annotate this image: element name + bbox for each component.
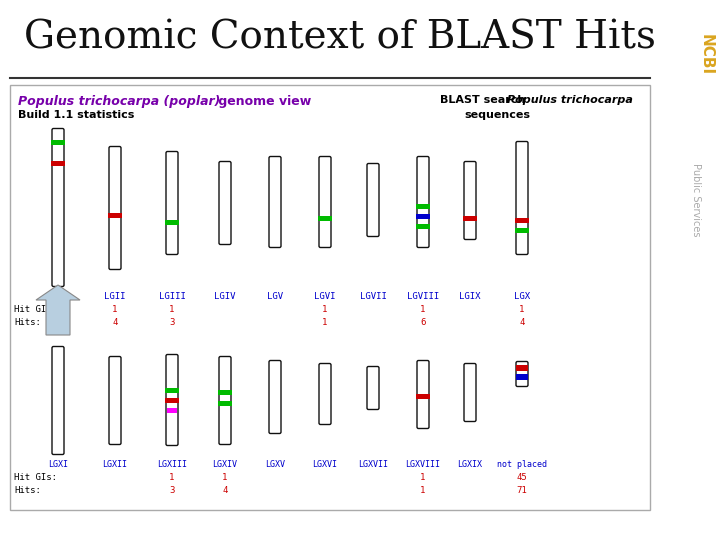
FancyBboxPatch shape: [52, 347, 64, 455]
FancyBboxPatch shape: [166, 152, 178, 254]
Text: 45: 45: [517, 473, 527, 482]
Text: 1: 1: [112, 305, 117, 314]
FancyBboxPatch shape: [319, 157, 331, 247]
Bar: [515, 227, 529, 233]
Text: LGIX: LGIX: [459, 292, 481, 301]
Text: Genomic Context of BLAST Hits: Genomic Context of BLAST Hits: [24, 19, 656, 57]
Text: 1: 1: [222, 473, 228, 482]
Text: 1: 1: [323, 318, 328, 327]
Text: LGIII: LGIII: [158, 292, 186, 301]
FancyBboxPatch shape: [219, 161, 231, 245]
Text: 3: 3: [169, 486, 175, 495]
Text: LGXVII: LGXVII: [358, 460, 388, 469]
FancyBboxPatch shape: [269, 361, 281, 434]
Bar: [165, 219, 179, 225]
Text: Build 1.1 statistics: Build 1.1 statistics: [18, 110, 135, 120]
Text: LGI: LGI: [50, 292, 66, 301]
Text: not placed: not placed: [497, 460, 547, 469]
Text: LGXIV: LGXIV: [212, 460, 238, 469]
FancyBboxPatch shape: [464, 363, 476, 422]
FancyBboxPatch shape: [319, 363, 331, 424]
Bar: [218, 389, 232, 395]
Text: LGXV: LGXV: [265, 460, 285, 469]
FancyBboxPatch shape: [417, 157, 429, 247]
Text: 1: 1: [323, 305, 328, 314]
Text: 1: 1: [420, 473, 426, 482]
Text: LGVIII: LGVIII: [407, 292, 439, 301]
Text: LGXVI: LGXVI: [312, 460, 338, 469]
Text: LGXVIII: LGXVIII: [405, 460, 441, 469]
Text: LGXIII: LGXIII: [157, 460, 187, 469]
Text: genome view: genome view: [214, 95, 311, 108]
Bar: [51, 160, 65, 165]
Bar: [416, 204, 430, 208]
Polygon shape: [36, 285, 80, 335]
Text: LGV: LGV: [267, 292, 283, 301]
Text: 1: 1: [519, 305, 525, 314]
Text: 3: 3: [169, 318, 175, 327]
Bar: [516, 374, 528, 380]
Text: LGVI: LGVI: [314, 292, 336, 301]
Bar: [108, 213, 122, 218]
Text: NCBI: NCBI: [698, 35, 714, 76]
Text: Hits:: Hits:: [14, 486, 41, 495]
Bar: [516, 365, 528, 371]
Text: 4: 4: [222, 486, 228, 495]
FancyBboxPatch shape: [52, 129, 64, 287]
Text: LGVII: LGVII: [359, 292, 387, 301]
Text: Populus trichocarpa (poplar): Populus trichocarpa (poplar): [18, 95, 220, 108]
FancyBboxPatch shape: [516, 141, 528, 254]
Bar: [218, 401, 232, 406]
Text: LGX: LGX: [514, 292, 530, 301]
Text: 1: 1: [169, 305, 175, 314]
Text: LGXII: LGXII: [102, 460, 127, 469]
Text: LGXIX: LGXIX: [457, 460, 482, 469]
Bar: [318, 215, 332, 220]
Text: 1: 1: [420, 305, 426, 314]
Text: Hits:: Hits:: [14, 318, 41, 327]
Bar: [463, 215, 477, 220]
Text: Hit GIs:: Hit GIs:: [14, 305, 57, 314]
Bar: [165, 388, 179, 393]
FancyBboxPatch shape: [109, 356, 121, 444]
FancyBboxPatch shape: [219, 356, 231, 444]
FancyBboxPatch shape: [464, 161, 476, 240]
Text: LGXI: LGXI: [48, 460, 68, 469]
Text: sequences: sequences: [464, 110, 530, 120]
Bar: [51, 139, 65, 145]
Text: Hit GIs:: Hit GIs:: [14, 473, 57, 482]
Text: 4: 4: [112, 318, 117, 327]
Text: 71: 71: [517, 486, 527, 495]
Text: 6: 6: [420, 318, 426, 327]
FancyBboxPatch shape: [109, 146, 121, 269]
Text: Public Services: Public Services: [691, 163, 701, 237]
FancyBboxPatch shape: [367, 367, 379, 409]
Text: 1: 1: [169, 473, 175, 482]
Text: BLAST search: BLAST search: [440, 95, 529, 105]
Bar: [416, 394, 430, 399]
Bar: [10, 85, 650, 510]
Text: LGII: LGII: [104, 292, 126, 301]
FancyBboxPatch shape: [367, 164, 379, 237]
FancyBboxPatch shape: [417, 361, 429, 429]
Text: 4: 4: [519, 318, 525, 327]
Bar: [165, 397, 179, 402]
Text: LGIV: LGIV: [215, 292, 235, 301]
Bar: [515, 218, 529, 222]
Bar: [416, 213, 430, 219]
FancyBboxPatch shape: [269, 157, 281, 247]
Bar: [416, 224, 430, 228]
FancyBboxPatch shape: [166, 354, 178, 446]
Text: 1: 1: [420, 486, 426, 495]
FancyBboxPatch shape: [516, 361, 528, 387]
Bar: [167, 408, 177, 413]
Text: Populus trichocarpa: Populus trichocarpa: [507, 95, 633, 105]
